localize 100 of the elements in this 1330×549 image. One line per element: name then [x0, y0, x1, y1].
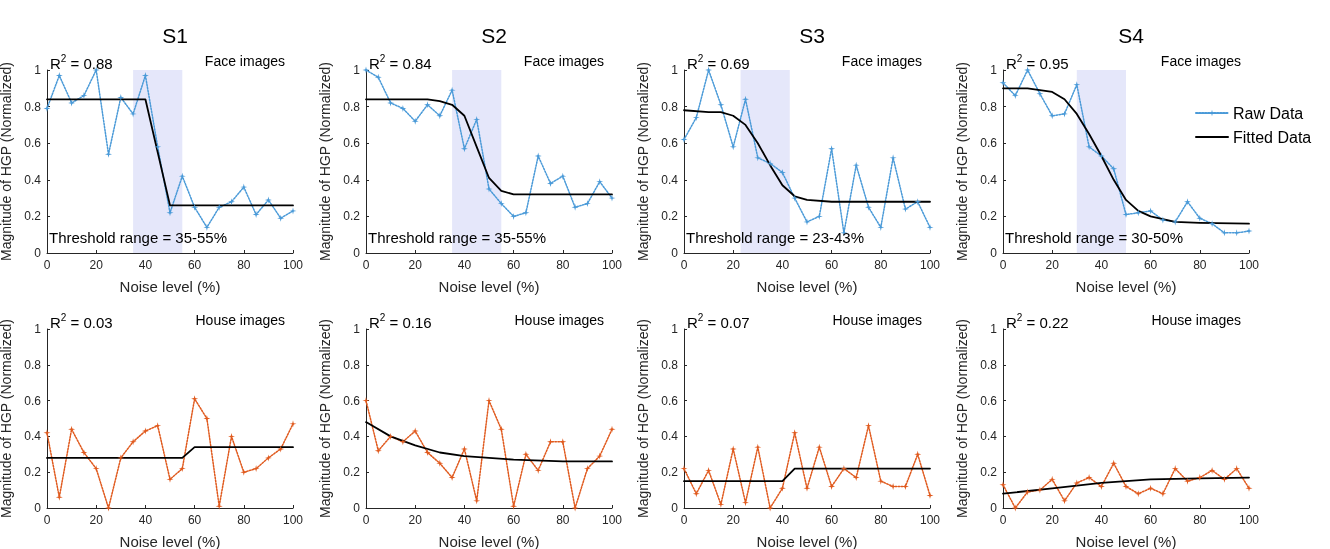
- line-series: [365, 421, 613, 463]
- point: [166, 475, 174, 483]
- annotation: Threshold range = 23-43%: [686, 229, 865, 246]
- x-tick-label: 100: [601, 258, 623, 272]
- y-tick-label: 0.8: [980, 99, 998, 114]
- text: Face images: [1160, 53, 1242, 69]
- point: [791, 194, 799, 202]
- x-tick-label: 20: [726, 258, 741, 272]
- point: [117, 93, 125, 101]
- y-tick-label: 0.4: [343, 429, 361, 444]
- point: [141, 427, 149, 435]
- text: House images: [832, 312, 923, 328]
- point: [1134, 490, 1142, 498]
- x-tick-label: 40: [1094, 513, 1109, 527]
- y-tick-label: 0.8: [343, 357, 361, 372]
- y-axis-title: Magnitude of HGP (Normalized): [954, 319, 971, 518]
- point: [1085, 474, 1093, 482]
- x-tick-label: 0: [999, 258, 1007, 272]
- x-axis-title: Noise level (%): [438, 278, 540, 295]
- point: [240, 468, 248, 476]
- y-tick-label: 0.8: [661, 99, 679, 114]
- x-tick-label: 80: [874, 513, 888, 527]
- text: Face images: [841, 53, 923, 69]
- y-tick-label: 1: [34, 63, 42, 77]
- y-tick-label: 0.2: [343, 465, 361, 480]
- point: [399, 438, 407, 446]
- x-tick-label: 60: [1143, 513, 1158, 527]
- point: [692, 114, 700, 122]
- point: [1208, 220, 1216, 228]
- x-tick-label: 60: [187, 258, 202, 272]
- chart-title: S1: [162, 24, 188, 47]
- y-axis-title: Magnitude of HGP (Normalized): [317, 62, 334, 261]
- x-tick-label: 100: [1238, 258, 1260, 272]
- point: [680, 136, 688, 144]
- point: [105, 504, 112, 512]
- point: [1122, 483, 1130, 491]
- y-tick-label: 0.2: [343, 209, 361, 224]
- x-tick-label: 80: [874, 258, 888, 272]
- point: [473, 115, 481, 123]
- y-tick-label: 0: [990, 501, 998, 515]
- x-tick-label: 0: [680, 258, 688, 272]
- x-tick-label: 60: [506, 258, 521, 272]
- point: [559, 438, 567, 446]
- point: [547, 438, 554, 446]
- y-tick-label: 0.2: [661, 465, 679, 480]
- x-tick-label: 40: [457, 258, 472, 272]
- x-tick-label: 100: [1238, 513, 1260, 527]
- point: [424, 101, 431, 109]
- y-tick-label: 1: [353, 63, 361, 77]
- point: [852, 474, 860, 482]
- x-tick-label: 0: [999, 513, 1007, 527]
- point: [840, 465, 848, 473]
- point: [80, 449, 88, 457]
- point: [1147, 207, 1155, 215]
- annotation: Threshold range = 35-55%: [368, 229, 547, 246]
- point: [596, 452, 604, 460]
- point: [1061, 497, 1068, 505]
- point: [1208, 466, 1216, 474]
- x-tick-label: 20: [89, 513, 104, 527]
- point: [596, 178, 604, 186]
- point: [178, 465, 186, 473]
- point: [1061, 110, 1068, 118]
- point: [178, 172, 186, 180]
- point: [1073, 81, 1081, 89]
- y-axis-title: Magnitude of HGP (Normalized): [0, 62, 15, 261]
- x-tick-label: 20: [1045, 513, 1060, 527]
- point: [215, 203, 223, 211]
- line-series: [683, 109, 931, 203]
- y-tick-label: 0.2: [24, 209, 42, 224]
- y-tick-label: 0: [990, 246, 998, 260]
- x-tick-label: 0: [680, 513, 688, 527]
- point: [901, 205, 909, 213]
- x-tick-label: 40: [457, 513, 472, 527]
- point: [1184, 477, 1191, 485]
- x-tick-label: 100: [919, 513, 941, 527]
- point: [534, 466, 542, 474]
- point: [497, 200, 505, 208]
- x-tick-label: 60: [1143, 258, 1158, 272]
- text: House images: [1151, 312, 1242, 328]
- x-tick-label: 0: [43, 258, 51, 272]
- y-tick-label: 0: [671, 501, 679, 515]
- y-tick-label: 0.2: [980, 209, 998, 224]
- annotation: Threshold range = 35-55%: [49, 229, 228, 246]
- y-tick-label: 0.6: [980, 393, 998, 408]
- point: [497, 425, 505, 433]
- y-tick-label: 0.4: [24, 429, 42, 444]
- x-tick-label: 80: [556, 258, 570, 272]
- y-tick-label: 0.6: [24, 136, 42, 151]
- x-tick-label: 80: [237, 513, 251, 527]
- point: [1171, 465, 1179, 473]
- point: [692, 490, 700, 498]
- point: [43, 104, 51, 112]
- y-tick-label: 0.8: [343, 99, 361, 114]
- point: [1196, 474, 1204, 482]
- y-tick-label: 1: [671, 63, 679, 77]
- y-tick-label: 0.4: [661, 429, 679, 444]
- point: [80, 92, 88, 100]
- y-tick-label: 0: [671, 246, 679, 260]
- point: [1147, 484, 1155, 492]
- point: [766, 159, 774, 167]
